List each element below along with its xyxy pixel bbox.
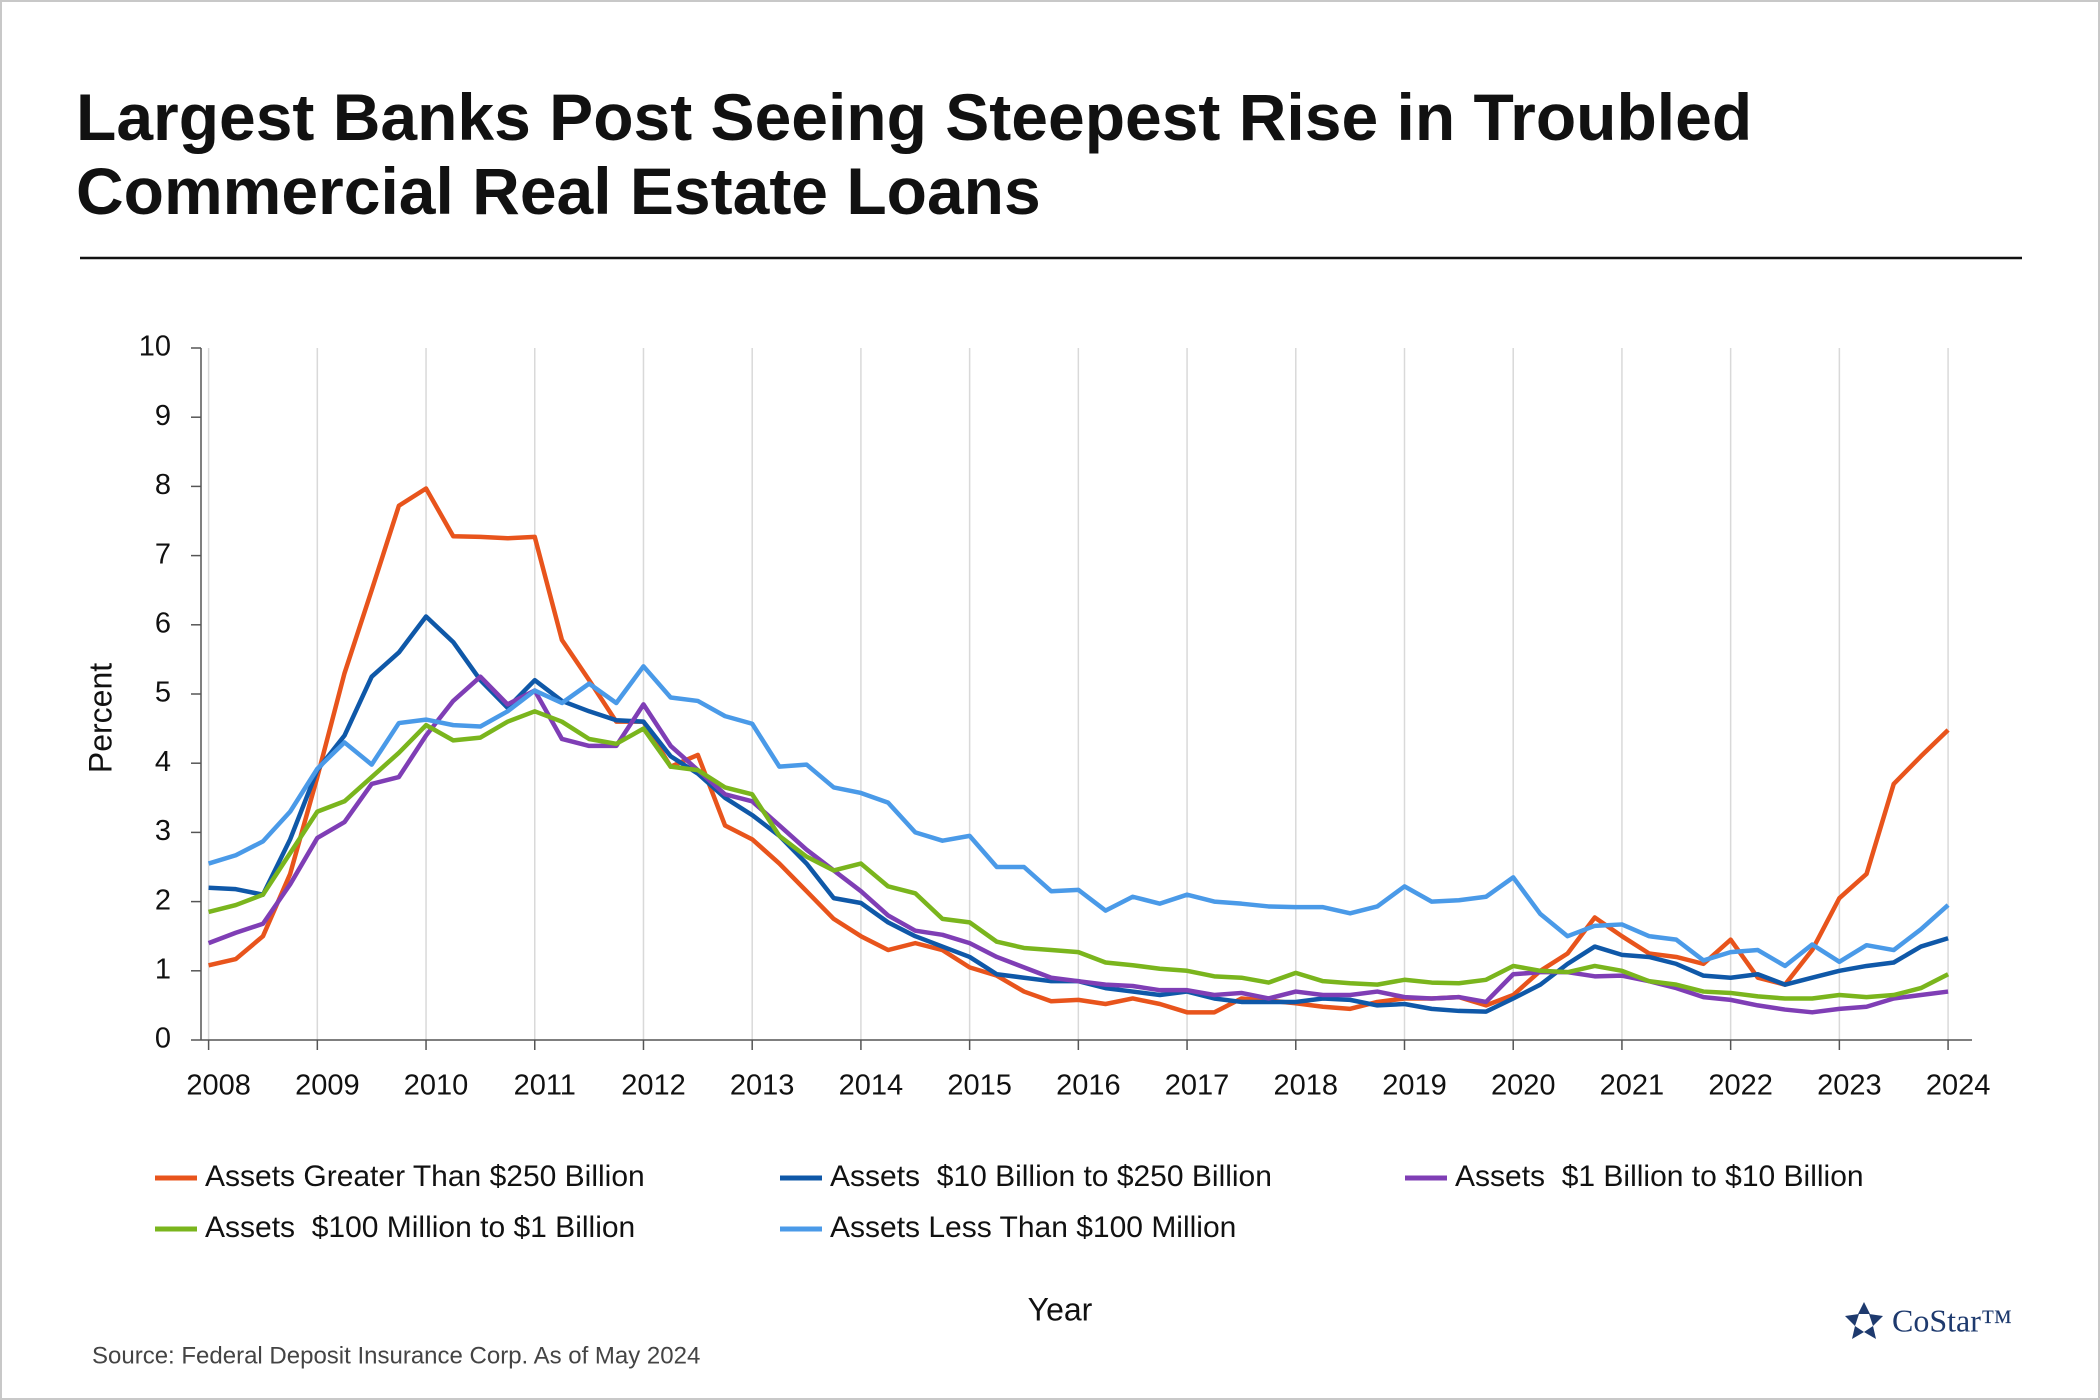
- series-line: [207, 664, 1950, 969]
- legend-label: Assets Greater Than $250 Billion: [205, 1160, 645, 1193]
- x-tick-label: 2016: [1056, 1070, 1121, 1102]
- legend-label: Assets $10 Billion to $250 Billion: [830, 1160, 1272, 1193]
- logo-mark: [1845, 1302, 1883, 1339]
- y-tick-label: 10: [139, 331, 171, 363]
- y-tick-label: 4: [155, 746, 171, 778]
- x-tick-label: 2008: [186, 1070, 251, 1102]
- x-tick-label: 2022: [1708, 1070, 1773, 1102]
- x-tick-label: 2021: [1600, 1070, 1665, 1102]
- x-tick-label: 2023: [1817, 1070, 1882, 1102]
- logo: CoStar™: [1892, 1302, 2012, 1338]
- x-tick-label: 2009: [295, 1070, 360, 1102]
- x-tick-label: 2020: [1491, 1070, 1556, 1102]
- x-tick-label: 2024: [1926, 1070, 1991, 1102]
- chart-title: Largest Banks Post Seeing Steepest Rise …: [76, 80, 1752, 154]
- legend-label: Assets $100 Million to $1 Billion: [205, 1211, 635, 1244]
- x-tick-label: 2011: [514, 1070, 576, 1102]
- y-tick-label: 1: [155, 953, 171, 985]
- x-tick-label: 2018: [1274, 1070, 1339, 1102]
- y-tick-label: 3: [155, 815, 171, 847]
- x-tick-label: 2013: [730, 1070, 795, 1102]
- legend-label: Assets Less Than $100 Million: [830, 1211, 1236, 1244]
- y-tick-label: 6: [155, 607, 171, 639]
- y-tick-label: 0: [155, 1023, 171, 1055]
- series-line: [208, 709, 1950, 1001]
- x-tick-label: 2019: [1382, 1070, 1447, 1102]
- x-tick-label: 2015: [947, 1070, 1012, 1102]
- source: Source: Federal Deposit Insurance Corp. …: [92, 1342, 700, 1369]
- chart-title: Commercial Real Estate Loans: [76, 154, 1041, 228]
- x-tick-label: 2014: [839, 1070, 904, 1102]
- y-tick-label: 5: [155, 677, 171, 709]
- series-line: [208, 486, 1950, 1015]
- x-tick-label: 2012: [621, 1070, 686, 1102]
- legend-label: Assets $1 Billion to $10 Billion: [1455, 1160, 1864, 1193]
- y-tick-label: 8: [155, 469, 171, 501]
- y-tick-label: 2: [155, 884, 171, 916]
- y-tick-label: 7: [155, 538, 171, 570]
- x-tick-label: 2010: [404, 1070, 469, 1102]
- y-axis-label: Percent: [82, 663, 118, 773]
- x-axis-label: Year: [1028, 1291, 1093, 1327]
- x-tick-label: 2017: [1165, 1070, 1230, 1102]
- y-tick-label: 9: [155, 400, 171, 432]
